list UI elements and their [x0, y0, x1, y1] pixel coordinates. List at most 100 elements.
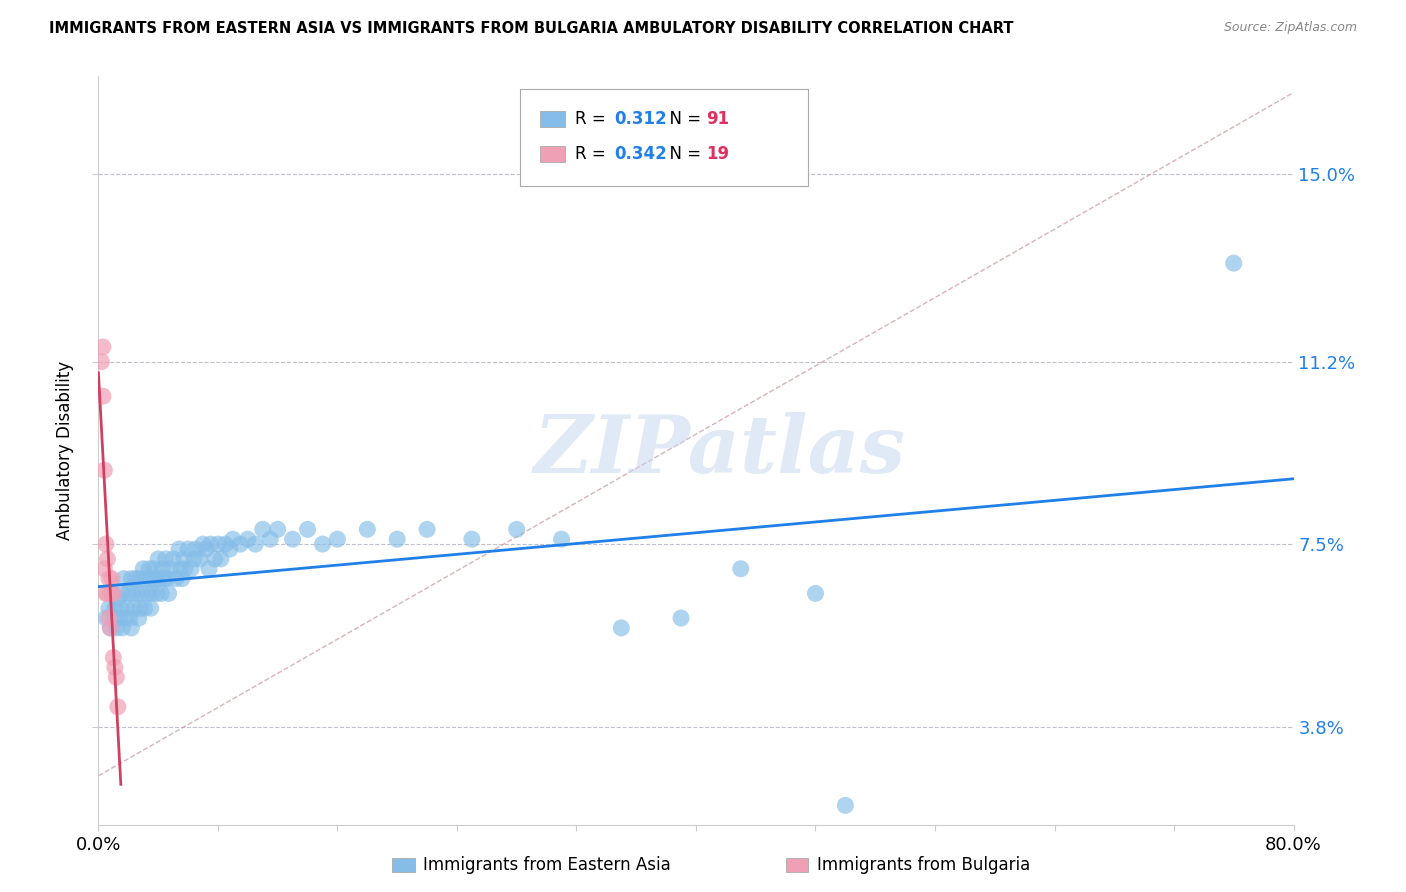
Point	[804, 586, 827, 600]
Point	[96, 586, 118, 600]
Point	[222, 532, 245, 546]
Point	[96, 552, 118, 566]
Point	[252, 522, 274, 536]
Point	[111, 621, 134, 635]
Point	[385, 532, 409, 546]
Point	[97, 601, 120, 615]
Point	[104, 601, 127, 615]
Text: R =: R =	[575, 145, 612, 163]
Point	[117, 586, 139, 600]
Point	[214, 537, 236, 551]
Point	[174, 562, 197, 576]
Point	[94, 611, 117, 625]
Text: Immigrants from Eastern Asia: Immigrants from Eastern Asia	[423, 856, 671, 874]
Point	[156, 572, 179, 586]
Point	[297, 522, 319, 536]
Point	[219, 542, 242, 557]
Text: 0.342: 0.342	[614, 145, 668, 163]
Point	[136, 586, 159, 600]
Point	[97, 572, 120, 586]
Point	[107, 591, 129, 606]
Point	[311, 537, 333, 551]
Point	[98, 621, 122, 635]
Point	[101, 586, 124, 600]
Y-axis label: Ambulatory Disability: Ambulatory Disability	[56, 361, 75, 540]
Point	[118, 611, 141, 625]
Point	[281, 532, 304, 546]
Point	[141, 586, 163, 600]
Point	[121, 586, 143, 600]
Point	[120, 572, 142, 586]
Point	[103, 586, 125, 600]
Text: N =: N =	[659, 110, 707, 128]
Point	[135, 572, 157, 586]
Point	[98, 621, 122, 635]
Point	[131, 586, 153, 600]
Point	[91, 340, 114, 354]
Point	[120, 621, 142, 635]
Point	[1223, 256, 1246, 270]
Point	[93, 463, 115, 477]
Point	[152, 562, 174, 576]
Point	[204, 552, 226, 566]
Point	[105, 670, 128, 684]
Point	[94, 586, 117, 600]
Point	[195, 542, 218, 557]
Point	[129, 601, 152, 615]
Text: N =: N =	[659, 145, 707, 163]
Point	[149, 572, 172, 586]
Text: R =: R =	[575, 110, 612, 128]
Point	[207, 537, 229, 551]
Point	[127, 586, 149, 600]
Point	[730, 562, 752, 576]
Point	[159, 562, 181, 576]
Point	[90, 355, 112, 369]
Point	[610, 621, 633, 635]
Point	[155, 552, 177, 566]
Point	[98, 586, 122, 600]
Point	[148, 552, 170, 566]
Point	[356, 522, 378, 536]
Point	[150, 586, 173, 600]
Point	[132, 562, 155, 576]
Point	[138, 562, 160, 576]
Point	[550, 532, 572, 546]
Point	[114, 611, 136, 625]
Point	[139, 572, 162, 586]
Point	[198, 562, 221, 576]
Point	[139, 601, 162, 615]
Point	[104, 660, 127, 674]
Point	[245, 537, 267, 551]
Point	[103, 650, 125, 665]
Point	[172, 572, 194, 586]
Point	[259, 532, 281, 546]
Point	[326, 532, 349, 546]
Point	[834, 798, 856, 813]
Point	[506, 522, 529, 536]
Text: 19: 19	[706, 145, 728, 163]
Point	[180, 562, 202, 576]
Point	[143, 572, 166, 586]
Point	[93, 562, 115, 576]
Point	[111, 586, 134, 600]
Point	[124, 601, 146, 615]
Point	[177, 542, 200, 557]
Point	[97, 611, 120, 625]
Text: IMMIGRANTS FROM EASTERN ASIA VS IMMIGRANTS FROM BULGARIA AMBULATORY DISABILITY C: IMMIGRANTS FROM EASTERN ASIA VS IMMIGRAN…	[49, 21, 1014, 37]
Point	[209, 552, 232, 566]
Point	[157, 586, 180, 600]
Point	[107, 699, 129, 714]
Point	[416, 522, 439, 536]
Text: ZIPatlas: ZIPatlas	[534, 412, 905, 489]
Point	[267, 522, 290, 536]
Point	[101, 572, 124, 586]
Point	[236, 532, 259, 546]
Text: Immigrants from Bulgaria: Immigrants from Bulgaria	[817, 856, 1031, 874]
Point	[167, 542, 190, 557]
Point	[461, 532, 484, 546]
Text: 91: 91	[706, 110, 728, 128]
Point	[115, 601, 138, 615]
Point	[188, 552, 211, 566]
Point	[91, 389, 114, 403]
Point	[162, 552, 184, 566]
